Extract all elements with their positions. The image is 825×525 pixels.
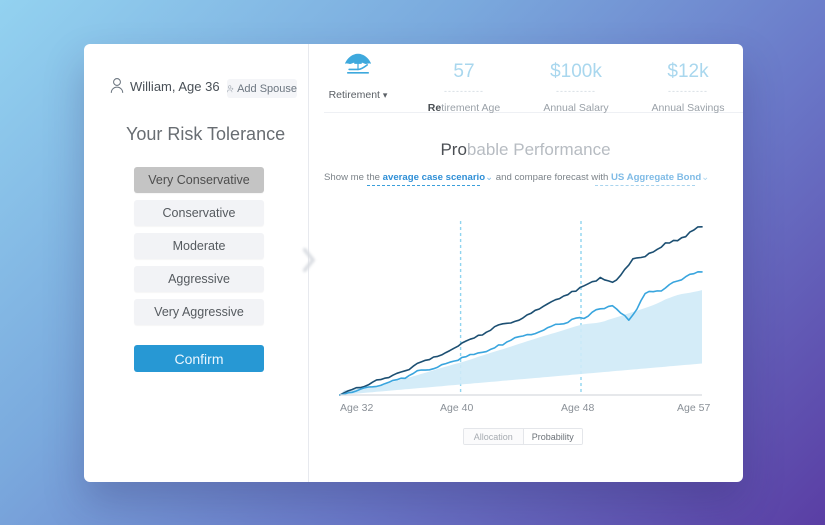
svg-text:Age 57: Age 57 — [677, 402, 710, 414]
svg-text:Age 32: Age 32 — [340, 402, 373, 414]
svg-text:Age 40: Age 40 — [440, 402, 473, 414]
svg-text:Age 48: Age 48 — [561, 402, 594, 414]
